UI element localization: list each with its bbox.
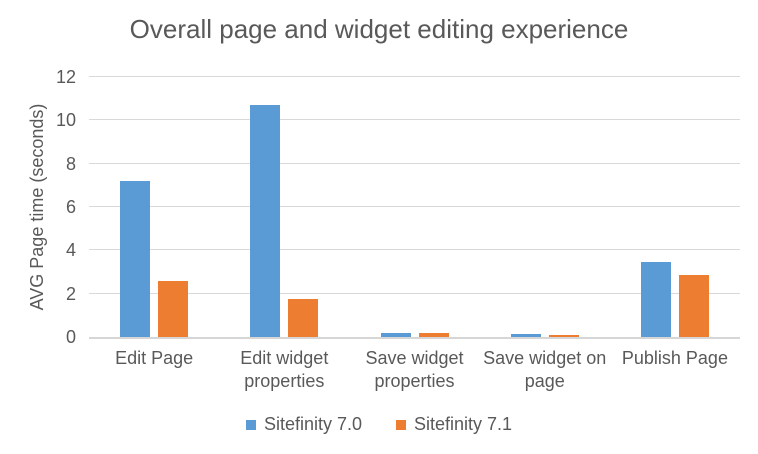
gridline (89, 76, 740, 77)
gridline (89, 206, 740, 207)
legend-swatch-icon (245, 419, 256, 430)
bar-sitefinity-7-0 (380, 332, 411, 337)
x-axis-label: Save widget properties (365, 348, 464, 391)
legend-swatch-icon (396, 419, 406, 430)
x-axis-label: Save widget on page (483, 348, 607, 391)
bar-sitefinity-7-1 (548, 335, 579, 337)
x-axis-labels: Edit Page Edit widget properties Save widg… (89, 347, 740, 393)
plot-area (89, 76, 740, 339)
legend: Sitefinity 7.0 Sitefinity 7.1 (0, 414, 758, 435)
y-tick-label: 10 (55, 110, 76, 131)
legend-label: Sitefinity 7.1 (414, 414, 513, 434)
gridline (89, 119, 740, 121)
y-tick-label: 6 (65, 197, 76, 217)
bar-sitefinity-7-1 (678, 275, 709, 337)
y-tick-label: 0 (65, 327, 76, 347)
bar-sitefinity-7-0 (510, 334, 541, 337)
legend-item: Sitefinity 7.0 (245, 414, 362, 435)
legend-label: Sitefinity 7.0 (263, 414, 362, 434)
y-tick-label: 8 (65, 153, 76, 174)
x-axis-label: Publish Page (621, 348, 728, 368)
bar-sitefinity-7-0 (640, 262, 671, 337)
x-axis-label: Edit Page (115, 348, 194, 368)
bar-sitefinity-7-1 (288, 299, 319, 337)
bar-sitefinity-7-1 (418, 332, 449, 337)
y-tick-label: 4 (65, 240, 76, 261)
bar-sitefinity-7-1 (158, 280, 189, 337)
bar-sitefinity-7-0 (250, 105, 281, 337)
gridline (89, 162, 740, 164)
legend-item: Sitefinity 7.1 (396, 414, 512, 435)
gridline (89, 292, 740, 294)
bar-sitefinity-7-0 (120, 181, 151, 337)
y-tick-label: 2 (65, 283, 76, 304)
y-tick-label: 12 (55, 67, 76, 87)
chart-title: Overall page and widget editing experien… (129, 14, 629, 44)
x-axis-label: Edit widget properties (240, 348, 329, 391)
gridline (89, 249, 740, 251)
